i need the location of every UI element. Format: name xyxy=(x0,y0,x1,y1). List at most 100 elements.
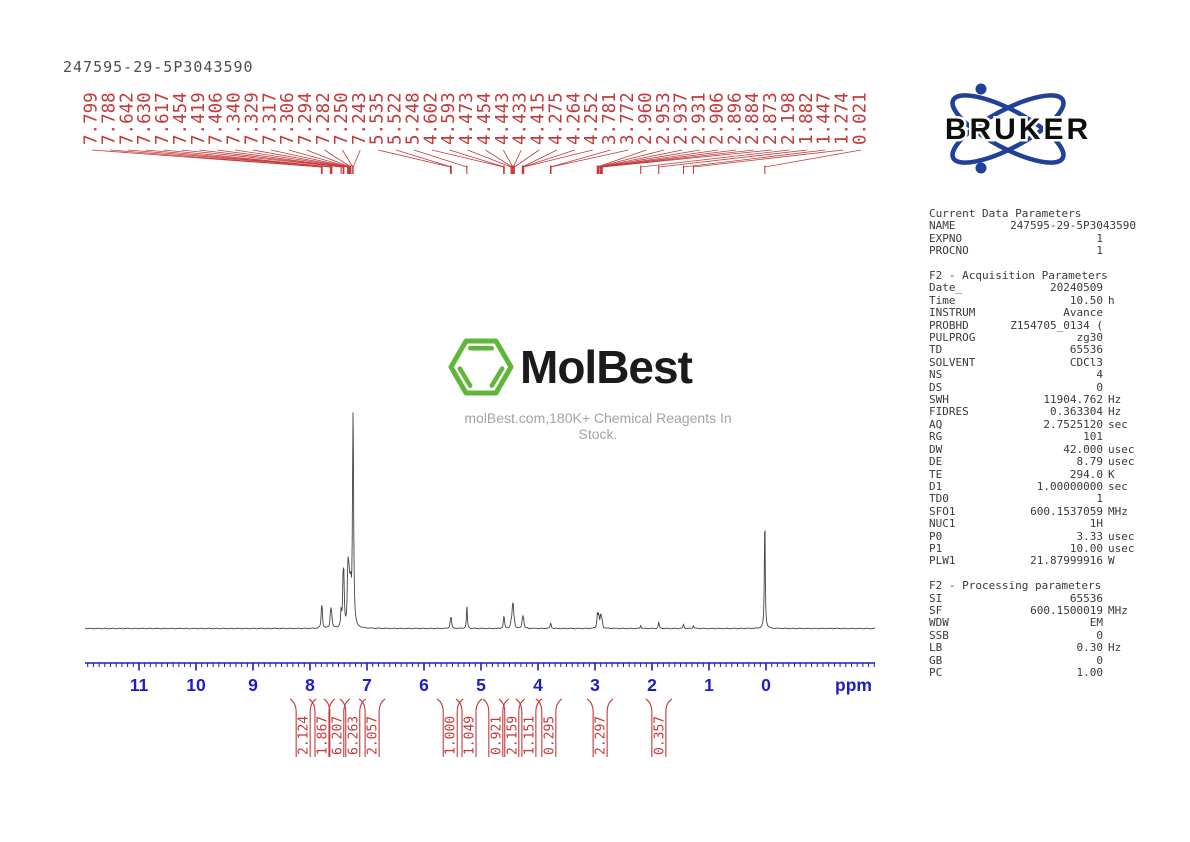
parameter-row: SFO1 600.1537059 MHz xyxy=(929,504,1141,518)
parameter-unit xyxy=(1103,332,1141,344)
parameter-row: NAME 247595-29-5P3043590 xyxy=(929,219,1141,233)
svg-text:2.937: 2.937 xyxy=(672,92,692,145)
parameter-section-title: F2 - Processing parameters xyxy=(929,579,1102,593)
parameter-unit: Hz xyxy=(1108,393,1122,407)
parameter-name: GB xyxy=(929,653,943,667)
svg-text:4.443: 4.443 xyxy=(493,92,513,145)
parameter-value: zg30 xyxy=(1076,331,1104,345)
svg-text:6.263: 6.263 xyxy=(346,716,361,755)
molbest-logo-row: MolBest xyxy=(448,334,748,400)
parameter-name: RG xyxy=(929,430,943,444)
parameter-name: SOLVENT xyxy=(929,355,976,369)
parameter-value: Z154705_0134 ( xyxy=(1010,318,1103,332)
parameter-name: LB xyxy=(929,641,943,655)
svg-text:8: 8 xyxy=(305,675,315,695)
svg-text:7.617: 7.617 xyxy=(153,92,173,145)
parameter-value: 600.1500019 xyxy=(1030,603,1103,617)
svg-text:7.630: 7.630 xyxy=(135,92,155,145)
svg-text:1.867: 1.867 xyxy=(315,716,330,755)
svg-text:2.198: 2.198 xyxy=(779,92,799,145)
parameter-value: 1H xyxy=(1089,517,1103,531)
svg-text:5.535: 5.535 xyxy=(368,92,388,145)
svg-text:0: 0 xyxy=(761,675,771,695)
svg-text:3.781: 3.781 xyxy=(600,92,620,145)
svg-text:5: 5 xyxy=(476,675,486,695)
parameter-value: 8.79 xyxy=(1076,455,1104,469)
svg-text:2.124: 2.124 xyxy=(297,716,312,755)
svg-text:7.799: 7.799 xyxy=(82,92,102,145)
parameter-name: FIDRES xyxy=(929,405,969,419)
parameter-unit xyxy=(1103,493,1141,505)
svg-text:2.953: 2.953 xyxy=(654,92,674,145)
parameter-unit: usec xyxy=(1108,455,1135,469)
parameter-value: 247595-29-5P3043590 xyxy=(1010,219,1136,233)
svg-text:5.522: 5.522 xyxy=(386,92,406,145)
parameter-unit: Hz xyxy=(1108,405,1122,419)
svg-text:7.329: 7.329 xyxy=(242,92,262,145)
svg-text:6: 6 xyxy=(419,675,429,695)
parameters-panel: Current Data Parameters NAME 247595-29-5P3… xyxy=(929,207,1141,679)
svg-text:4.602: 4.602 xyxy=(421,92,441,145)
parameter-value: 101 xyxy=(1083,430,1103,444)
parameter-unit xyxy=(1103,282,1141,294)
svg-text:2.057: 2.057 xyxy=(366,716,381,755)
parameter-unit xyxy=(1103,245,1141,257)
parameter-row: TD 65536 xyxy=(929,343,1141,357)
svg-text:2.297: 2.297 xyxy=(594,716,609,755)
parameter-name: SSB xyxy=(929,628,949,642)
parameter-value: 0 xyxy=(1096,380,1103,394)
parameter-row: TE 294.0 K xyxy=(929,468,1141,481)
svg-text:1.151: 1.151 xyxy=(522,716,537,755)
parameter-unit xyxy=(1103,667,1141,679)
parameter-row: SWH 11904.762 Hz xyxy=(929,393,1141,407)
svg-text:4.252: 4.252 xyxy=(582,92,602,145)
parameter-value: EM xyxy=(1089,616,1103,630)
parameter-row: GB 0 xyxy=(929,653,1141,667)
svg-text:0.921: 0.921 xyxy=(489,716,504,755)
parameter-unit: usec xyxy=(1108,442,1135,456)
svg-text:1: 1 xyxy=(704,675,714,695)
parameter-row: AQ 2.7525120 sec xyxy=(929,417,1141,431)
parameter-unit xyxy=(1103,431,1141,443)
svg-text:1.882: 1.882 xyxy=(797,92,817,145)
parameter-name: AQ xyxy=(929,417,943,431)
parameter-name: Date_ xyxy=(929,281,963,295)
parameter-section-title: F2 - Acquisition Parameters xyxy=(929,269,1108,283)
parameter-row: FIDRES 0.363304 Hz xyxy=(929,405,1141,419)
parameter-name: PROCNO xyxy=(929,244,969,258)
parameter-row: SOLVENT CDCl3 xyxy=(929,355,1141,369)
parameter-row: PROBHD Z154705_0134 ( xyxy=(929,318,1141,332)
parameter-row: PLW1 21.87999916 W xyxy=(929,554,1141,568)
svg-text:7.243: 7.243 xyxy=(350,92,370,145)
parameter-section-title: Current Data Parameters xyxy=(929,207,1082,220)
svg-text:3.772: 3.772 xyxy=(618,92,638,145)
svg-text:2.896: 2.896 xyxy=(725,92,745,145)
parameter-row: LB 0.30 Hz xyxy=(929,641,1141,655)
parameter-unit: usec xyxy=(1108,529,1135,543)
svg-text:7.317: 7.317 xyxy=(260,92,280,145)
svg-text:11: 11 xyxy=(130,675,149,695)
parameter-value: 1 xyxy=(1096,244,1103,258)
parameter-name: P1 xyxy=(929,541,943,555)
parameter-value: 600.1537059 xyxy=(1030,504,1103,518)
svg-text:5.248: 5.248 xyxy=(403,92,423,145)
parameter-unit xyxy=(1103,307,1141,319)
benzene-hexagon-icon xyxy=(448,338,514,396)
bruker-logo: BRUKER xyxy=(918,76,1118,186)
parameter-name: SFO1 xyxy=(929,504,956,518)
svg-text:7.250: 7.250 xyxy=(332,92,352,145)
svg-text:7.340: 7.340 xyxy=(225,92,245,145)
parameter-row: SI 65536 xyxy=(929,592,1141,605)
molbest-watermark: MolBest molBest.com,180K+ Chemical Reage… xyxy=(448,334,748,442)
svg-text:0.021: 0.021 xyxy=(851,92,871,145)
parameter-name: NS xyxy=(929,368,943,382)
svg-text:2: 2 xyxy=(647,675,657,695)
parameter-value: 21.87999916 xyxy=(1030,554,1103,568)
svg-text:2.884: 2.884 xyxy=(743,92,763,145)
svg-text:4.415: 4.415 xyxy=(529,92,549,145)
parameter-name: DW xyxy=(929,442,943,456)
parameter-name: TD xyxy=(929,343,943,357)
svg-text:1.049: 1.049 xyxy=(463,716,478,755)
